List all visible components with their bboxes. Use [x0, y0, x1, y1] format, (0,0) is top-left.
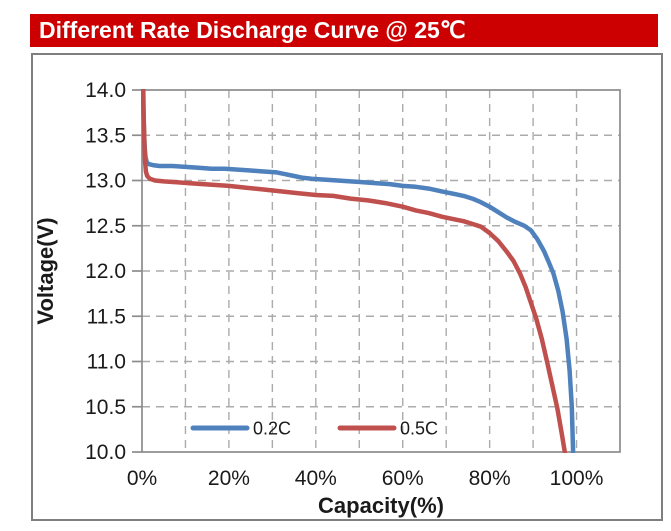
y-tick-label: 10.5 [85, 396, 126, 419]
x-tick-label: 80% [469, 467, 511, 490]
chart-box: 0% 20% 40% 60% 80% 100% 14.0 13.5 13.0 12.5 12.0 11… [31, 53, 663, 521]
y-tick-label: 12.5 [85, 215, 126, 238]
y-tick-label: 13.0 [85, 170, 126, 193]
x-axis-title: Capacity(%) [318, 493, 444, 518]
x-tick-label: 0% [127, 467, 157, 490]
y-axis-title: Voltage(V) [33, 217, 58, 324]
y-axis-ticks [132, 89, 142, 453]
x-tick-label: 100% [550, 467, 604, 490]
y-tick-label: 14.0 [85, 79, 126, 102]
series-curves [141, 89, 576, 453]
x-tick-label: 60% [382, 467, 424, 490]
legend-label-0.2C: 0.2C [253, 419, 291, 439]
discharge-curve-chart: 0% 20% 40% 60% 80% 100% 14.0 13.5 13.0 12.5 12.0 11… [33, 79, 621, 518]
x-tick-label: 20% [208, 467, 250, 490]
legend: 0.2C 0.5C [190, 419, 438, 439]
y-tick-labels: 14.0 13.5 13.0 12.5 12.0 11.5 11.0 10.5 10.0 [85, 79, 126, 464]
curve-0.5C [141, 89, 568, 453]
y-tick-label: 11.0 [87, 351, 126, 374]
x-tick-label: 40% [295, 467, 337, 490]
curve-0.2C [141, 89, 576, 453]
gridlines [142, 90, 620, 452]
x-tick-labels: 0% 20% 40% 60% 80% 100% [127, 467, 604, 490]
y-tick-label: 10.0 [85, 441, 126, 464]
legend-item-0.2C: 0.2C [190, 419, 291, 439]
legend-item-0.5C: 0.5C [337, 419, 438, 439]
y-tick-label: 11.5 [87, 305, 126, 328]
chart-title: Different Rate Discharge Curve @ 25℃ [39, 17, 466, 43]
y-tick-label: 12.0 [85, 260, 126, 283]
y-tick-label: 13.5 [85, 124, 126, 147]
chart-title-bar: Different Rate Discharge Curve @ 25℃ [30, 14, 658, 47]
legend-label-0.5C: 0.5C [400, 419, 438, 439]
